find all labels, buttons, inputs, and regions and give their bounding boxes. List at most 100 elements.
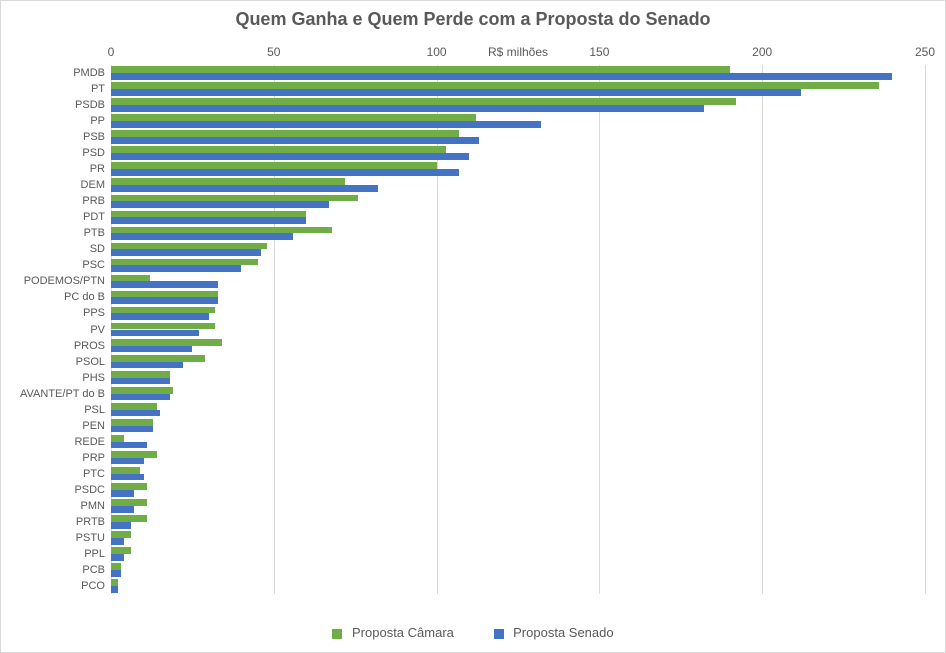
bar [111,146,446,153]
bar [111,515,147,522]
bar [111,371,170,378]
bar [111,570,121,577]
bar [111,313,209,320]
x-axis-tick-label: 200 [752,45,772,59]
bar [111,586,118,593]
y-axis-label: PSTU [76,532,105,544]
bar [111,66,730,73]
bar [111,162,437,169]
bar [111,243,267,250]
bar [111,547,131,554]
legend-item-senado: Proposta Senado [494,625,614,640]
y-axis-label: PR [90,163,105,175]
y-axis-labels: PMDBPTPSDBPPPSBPSDPRDEMPRBPDTPTBSDPSCPOD… [1,65,105,594]
legend-swatch-camara [332,629,342,639]
bar [111,506,134,513]
y-axis-label: PDT [83,211,105,223]
bar [111,538,124,545]
bar [111,217,306,224]
y-axis-label: PSDC [74,484,105,496]
bar [111,249,261,256]
bar [111,442,147,449]
legend-item-camara: Proposta Câmara [332,625,454,640]
y-axis-label: PRB [82,195,105,207]
bar [111,435,124,442]
bar [111,346,192,353]
legend: Proposta Câmara Proposta Senado [1,625,945,640]
y-axis-label: PEN [82,420,105,432]
bar [111,233,293,240]
bar [111,73,892,80]
bar [111,153,469,160]
legend-label-senado: Proposta Senado [513,625,613,640]
bar [111,330,199,337]
bar [111,137,479,144]
y-axis-label: PSDB [75,99,105,111]
y-axis-label: PROS [74,340,105,352]
bar [111,323,215,330]
y-axis-label: PSL [84,404,105,416]
y-axis-label: PSOL [76,356,105,368]
plot-area: R$ milhões 050100150200250 [111,65,925,594]
y-axis-label: PT [91,83,105,95]
bar [111,130,459,137]
bar [111,355,205,362]
bar [111,291,218,298]
bar [111,563,121,570]
bar [111,426,153,433]
y-axis-label: PSD [82,147,105,159]
bar [111,499,147,506]
bar [111,522,131,529]
bar [111,394,170,401]
y-axis-label: PPS [83,307,105,319]
bar [111,281,218,288]
bar [111,227,332,234]
bar [111,474,144,481]
bar [111,105,704,112]
y-axis-label: DEM [81,179,105,191]
gridline [274,65,275,594]
bar [111,531,131,538]
legend-swatch-senado [494,629,504,639]
bar [111,339,222,346]
y-axis-label: PPL [84,548,105,560]
y-axis-label: PHS [82,372,105,384]
bar [111,82,879,89]
bar [111,265,241,272]
bar [111,307,215,314]
bar [111,410,160,417]
bar [111,403,157,410]
y-axis-label: PCB [82,564,105,576]
gridline [599,65,600,594]
y-axis-label: PSC [82,259,105,271]
bar [111,259,258,266]
bar [111,458,144,465]
y-axis-label: AVANTE/PT do B [20,388,105,400]
y-axis-label: SD [90,243,105,255]
y-axis-label: PODEMOS/PTN [24,275,105,287]
bar [111,201,329,208]
x-axis-tick-label: 50 [267,45,280,59]
y-axis-label: PRTB [76,516,105,528]
bar [111,98,736,105]
bar [111,554,124,561]
bar [111,121,541,128]
bar [111,579,118,586]
bar [111,490,134,497]
gridline [925,65,926,594]
bar [111,178,345,185]
y-axis-label: PV [90,324,105,336]
bar [111,451,157,458]
y-axis-label: REDE [74,436,105,448]
x-axis-tick-label: 250 [915,45,935,59]
bar [111,195,358,202]
gridline [762,65,763,594]
x-axis-tick-label: 150 [589,45,609,59]
y-axis-label: PP [90,115,105,127]
bar [111,185,378,192]
y-axis-label: PRP [82,452,105,464]
chart-title: Quem Ganha e Quem Perde com a Proposta d… [1,9,945,30]
y-axis-label: PMDB [73,67,105,79]
plot-wrap: PMDBPTPSDBPPPSBPSDPRDEMPRBPDTPTBSDPSCPOD… [1,37,945,602]
bar [111,387,173,394]
